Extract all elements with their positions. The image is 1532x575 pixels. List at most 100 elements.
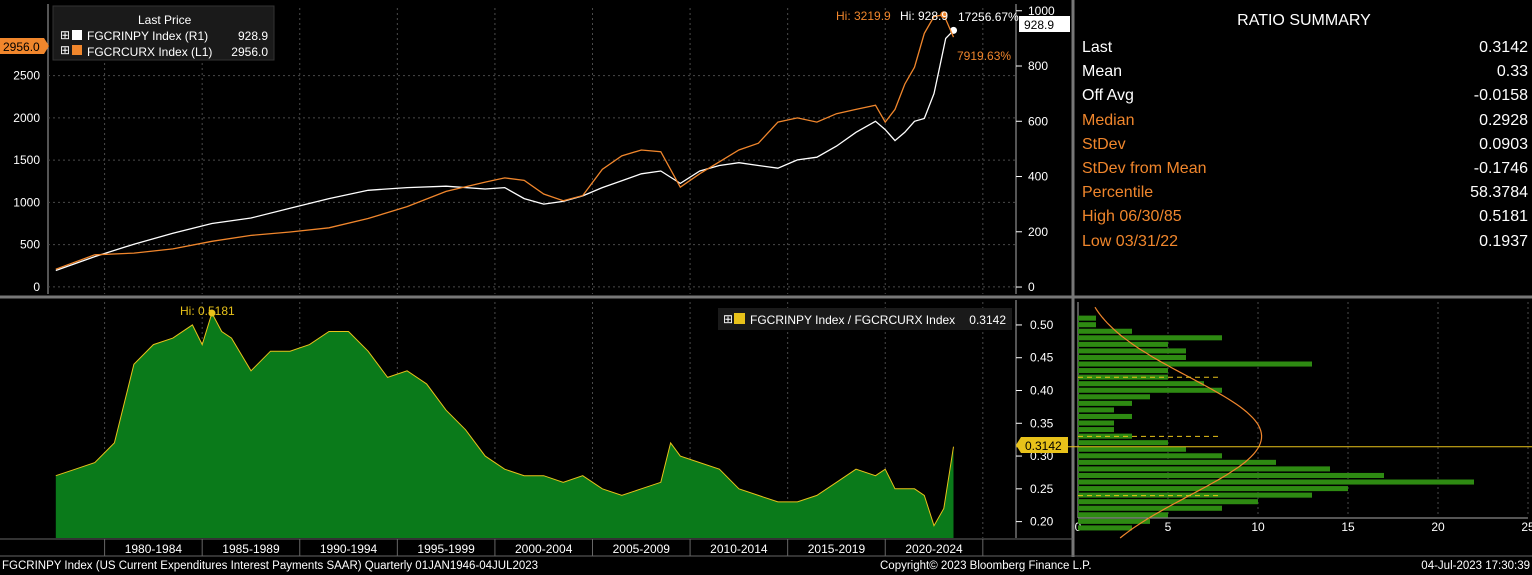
x-tick-label: 1990-1994	[320, 542, 378, 556]
summary-row-label: High 06/30/85	[1082, 208, 1182, 226]
hist-bar	[1078, 505, 1222, 511]
ratio-summary-panel: RATIO SUMMARY Last 0.3142 Mean 0.33 Off Avg -…	[1076, 10, 1532, 254]
hist-bar	[1078, 368, 1168, 374]
ratio-tick-label: 0.35	[1030, 416, 1054, 430]
summary-title: RATIO SUMMARY	[1237, 12, 1371, 29]
hist-tick-label: 15	[1341, 520, 1355, 534]
summary-row: High 06/30/85 0.5181	[1076, 205, 1532, 229]
left-last-tag: 2956.0	[0, 38, 49, 54]
ratio-axis: 0.200.250.300.350.400.450.50	[1016, 318, 1054, 529]
x-tick-label: 2005-2009	[613, 542, 671, 556]
ratio-last-tag: 0.3142	[1016, 437, 1068, 453]
svg-text:2956.0: 2956.0	[3, 40, 40, 54]
hist-bar	[1078, 354, 1186, 360]
left-tick-label: 1500	[13, 153, 40, 167]
footer-timestamp: 04-Jul-2023 17:30:39	[1421, 560, 1530, 572]
ratio-tick-label: 0.40	[1030, 384, 1054, 398]
x-tick-label: 2020-2024	[905, 542, 963, 556]
summary-row-label: Off Avg	[1082, 87, 1134, 105]
legend-orange-value: 2956.0	[231, 45, 268, 59]
footer-bar: FGCRINPY Index (US Current Expenditures …	[0, 557, 1532, 575]
hist-bar	[1078, 348, 1186, 354]
hist-normal-curve	[1094, 306, 1263, 539]
summary-row: Mean 0.33	[1076, 60, 1532, 84]
summary-row: Off Avg -0.0158	[1076, 84, 1532, 108]
summary-row: Percentile 58.3784	[1076, 181, 1532, 205]
hist-bar	[1078, 335, 1222, 341]
hist-bar	[1078, 387, 1222, 393]
x-tick-label: 1995-1999	[417, 542, 475, 556]
summary-row: Median 0.2928	[1076, 109, 1532, 133]
hist-bar	[1078, 381, 1204, 387]
bottom-legend-expand-icon[interactable]: ⊞	[723, 312, 733, 326]
summary-row-value: -0.1746	[1473, 159, 1528, 177]
summary-row-label: StDev	[1082, 135, 1126, 153]
right-tick-label: 800	[1028, 59, 1048, 73]
ratio-tick-label: 0.50	[1030, 318, 1054, 332]
right-tick-label: 1000	[1028, 4, 1055, 18]
legend-orange-expand-icon[interactable]: ⊞	[60, 43, 70, 57]
hist-bar	[1078, 453, 1222, 459]
hist-bar	[1078, 407, 1114, 413]
right-tick-label: 200	[1028, 225, 1048, 239]
hist-bar	[1078, 328, 1132, 334]
hist-bar	[1078, 466, 1330, 472]
ratio-hi-label: Hi: 0.5181	[180, 304, 235, 318]
bottom-legend-swatch	[734, 313, 745, 324]
histogram-plot: 0510152025	[1016, 302, 1532, 539]
bottom-legend-value: 0.3142	[969, 313, 1006, 327]
hist-bar	[1078, 472, 1384, 478]
summary-row-label: StDev from Mean	[1082, 159, 1207, 177]
summary-row-value: 0.33	[1496, 63, 1528, 81]
hist-bar	[1078, 361, 1312, 367]
hist-bar	[1078, 322, 1096, 328]
summary-row-value: 0.0903	[1479, 135, 1528, 153]
hist-bar	[1078, 394, 1150, 400]
series-line-fgcrcurx	[55, 14, 955, 270]
series-high-marker	[940, 11, 948, 19]
x-tick-label: 1985-1989	[222, 542, 280, 556]
x-tick-label: 1980-1984	[125, 542, 183, 556]
bottom-legend[interactable]: ⊞ FGCRINPY Index / FGCRCURX Index 0.3142	[718, 308, 1012, 330]
x-axis: 1980-1984 1985-1989 1990-1994 1995-1999 2000…	[125, 542, 963, 556]
legend-white-expand-icon[interactable]: ⊞	[60, 28, 70, 42]
hist-bar	[1078, 427, 1114, 433]
summary-row-value: 0.2928	[1479, 111, 1528, 129]
hist-bar	[1078, 512, 1168, 518]
hist-bar	[1078, 459, 1276, 465]
summary-row: StDev 0.0903	[1076, 133, 1532, 157]
series-line-fgcrinpy	[55, 29, 954, 272]
hist-bar	[1078, 486, 1348, 492]
hist-bar	[1078, 341, 1168, 347]
top-legend[interactable]: Last Price ⊞ FGCRINPY Index (R1) 928.9 ⊞…	[52, 5, 275, 61]
hist-bar	[1078, 315, 1096, 321]
ratio-line	[55, 311, 954, 527]
summary-row-value: 58.3784	[1470, 184, 1528, 202]
top-grid	[48, 8, 1016, 294]
summary-row-label: Low 03/31/22	[1082, 232, 1179, 250]
x-tick-label: 2015-2019	[808, 542, 866, 556]
hist-bar	[1078, 499, 1258, 505]
hist-bar	[1078, 400, 1132, 406]
summary-row-label: Last	[1082, 39, 1113, 56]
x-tick-label: 2010-2014	[710, 542, 768, 556]
left-tick-label: 2500	[13, 69, 40, 83]
hi-orange-label: Hi: 3219.9	[836, 9, 891, 23]
hist-tick-label: 25	[1521, 520, 1532, 534]
summary-row-value: 0.1937	[1479, 232, 1528, 250]
left-tick-label: 0	[33, 280, 40, 294]
summary-row: StDev from Mean -0.1746	[1076, 157, 1532, 181]
right-axis: 0 200 400 600 800 1000	[1016, 4, 1055, 294]
hist-bar	[1078, 479, 1474, 485]
x-tick-label: 2000-2004	[515, 542, 573, 556]
left-tick-label: 1000	[13, 195, 40, 209]
ratio-tick-label: 0.45	[1030, 351, 1054, 365]
panel-separators	[0, 0, 1532, 557]
footer-security: FGCRINPY Index (US Current Expenditures …	[2, 560, 539, 572]
legend-white-label: FGCRINPY Index (R1)	[87, 29, 208, 43]
summary-row: Last 0.3142	[1076, 36, 1532, 60]
summary-row-label: Percentile	[1082, 184, 1154, 202]
hist-bar	[1078, 420, 1114, 426]
ratio-tick-label: 0.20	[1030, 515, 1054, 529]
hist-tick-label: 5	[1165, 520, 1172, 534]
